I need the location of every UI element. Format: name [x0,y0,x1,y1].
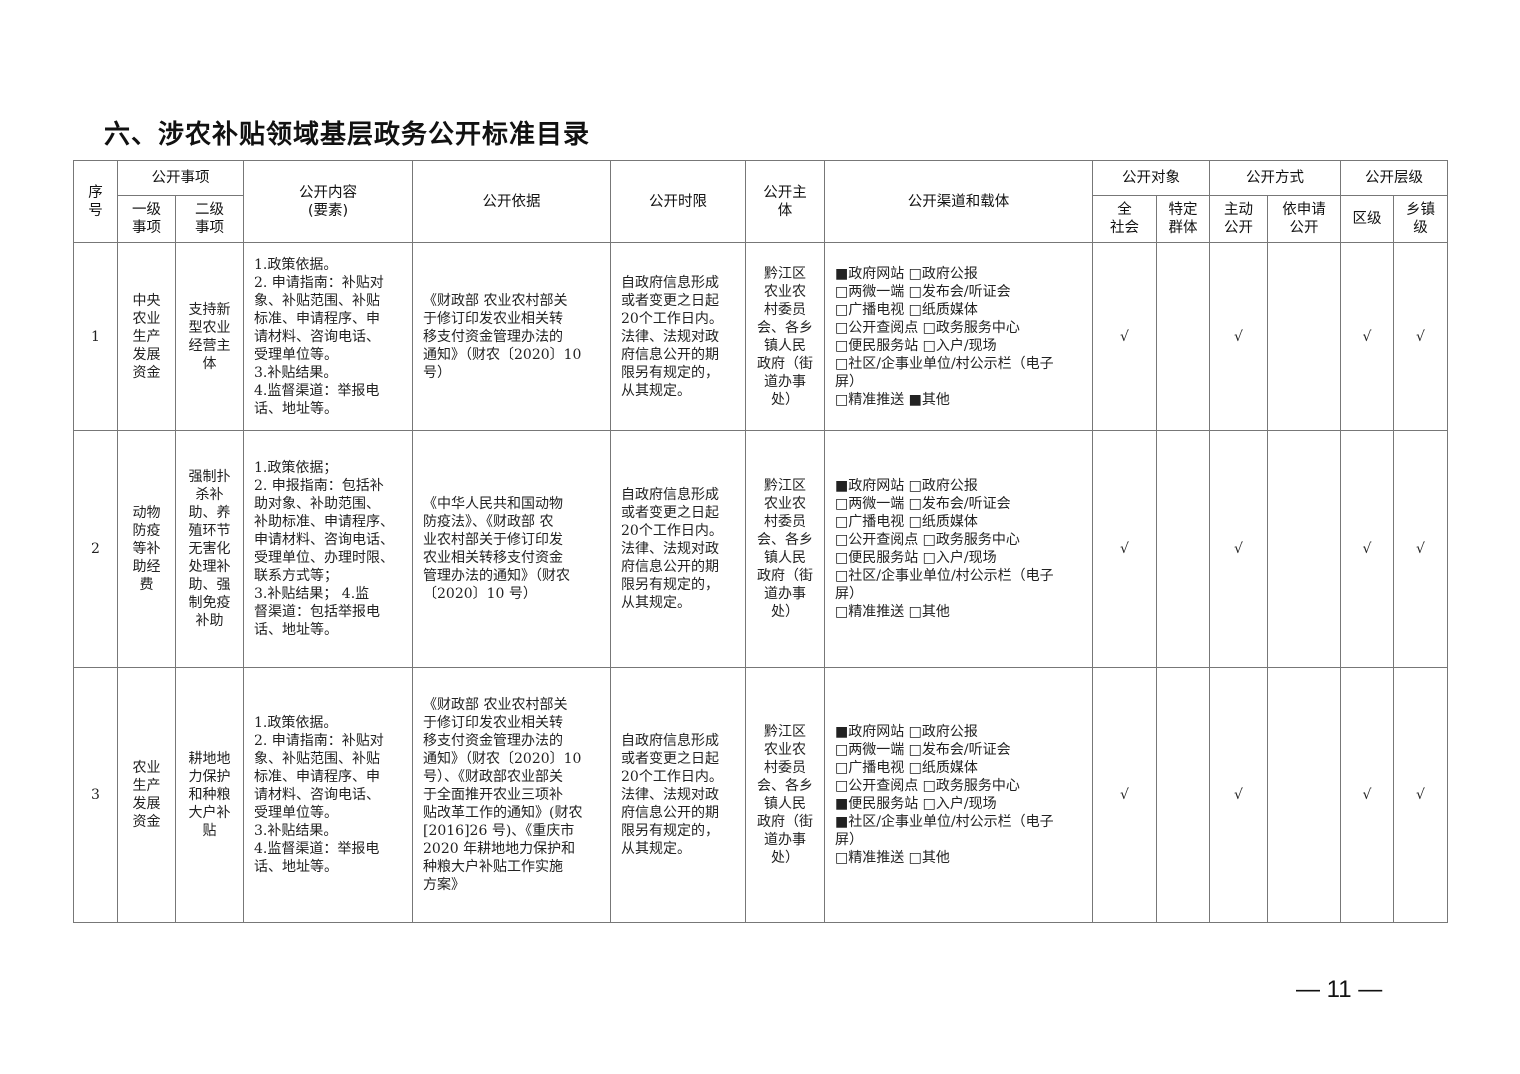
header-target: 公开对象 [1092,160,1210,196]
cell-apply [1267,242,1341,431]
cell-level2: 支持新 型农业 经营主 体 [175,242,244,431]
cell-seq: 2 [73,430,118,668]
header-all: 全 社会 [1092,195,1157,243]
cell-time: 自政府信息形成 或者变更之日起 20个工作日内。 法律、法规对政 府信息公开的期… [610,667,746,923]
cell-district: √ [1340,430,1394,668]
header-subject: 公开主 体 [745,160,825,243]
cell-active: √ [1209,430,1268,668]
cell-active: √ [1209,242,1268,431]
cell-specific [1156,430,1210,668]
cell-active: √ [1209,667,1268,923]
header-active: 主动 公开 [1209,195,1268,243]
cell-level2: 强制扑 杀补 助、养 殖环节 无害化 处理补 助、强 制免疫 补助 [175,430,244,668]
cell-basis: 《中华人民共和国动物 防疫法》、《财政部 农 业农村部关于修订印发 农业相关转移… [412,430,611,668]
header-matter: 公开事项 [117,160,244,196]
header-method: 公开方式 [1209,160,1341,196]
header-level: 公开层级 [1340,160,1448,196]
header-seq: 序 号 [73,160,118,243]
cell-channels: ■政府网站 □政府公报 □两微一端 □发布会/听证会 □广播电视 □纸质媒体 □… [824,667,1093,923]
cell-subject: 黔江区 农业农 村委员 会、各乡 镇人民 政府（街 道办事 处） [745,242,825,431]
cell-level2: 耕地地 力保护 和种粮 大户补 贴 [175,667,244,923]
cell-time: 自政府信息形成 或者变更之日起 20个工作日内。 法律、法规对政 府信息公开的期… [610,430,746,668]
page-number: — 11 — [1296,976,1383,1003]
page-title: 六、涉农补贴领域基层政务公开标准目录 [104,120,591,150]
header-district: 区级 [1340,195,1394,243]
header-time: 公开时限 [610,160,746,243]
table-row: 3 农业 生产 发展 资金 耕地地 力保护 和种粮 大户补 贴 1.政策依据。 … [73,667,1448,923]
cell-seq: 1 [73,242,118,431]
cell-seq: 3 [73,667,118,923]
header-level2: 二级 事项 [175,195,244,243]
header-apply: 依申请 公开 [1267,195,1341,243]
cell-content: 1.政策依据； 2. 申报指南：包括补 助对象、补助范围、 补助标准、申请程序、… [243,430,413,668]
cell-apply [1267,430,1341,668]
cell-specific [1156,667,1210,923]
cell-basis: 《财政部 农业农村部关 于修订印发农业相关转 移支付资金管理办法的 通知》（财农… [412,667,611,923]
header-level1: 一级 事项 [117,195,176,243]
cell-subject: 黔江区 农业农 村委员 会、各乡 镇人民 政府（街 道办事 处） [745,430,825,668]
cell-channels: ■政府网站 □政府公报 □两微一端 □发布会/听证会 □广播电视 □纸质媒体 □… [824,430,1093,668]
table-row: 2 动物 防疫 等补 助经 费 强制扑 杀补 助、养 殖环节 无害化 处理补 助… [73,430,1448,668]
cell-level1: 动物 防疫 等补 助经 费 [117,430,176,668]
cell-all: √ [1092,430,1157,668]
cell-content: 1.政策依据。 2. 申请指南：补贴对 象、补贴范围、补贴 标准、申请程序、申 … [243,242,413,431]
header-town: 乡镇 级 [1393,195,1448,243]
cell-town: √ [1393,242,1448,431]
table-row: 1 中央 农业 生产 发展 资金 支持新 型农业 经营主 体 1.政策依据。 2… [73,242,1448,431]
header-content: 公开内容 (要素) [243,160,413,243]
cell-all: √ [1092,667,1157,923]
cell-level1: 中央 农业 生产 发展 资金 [117,242,176,431]
cell-town: √ [1393,430,1448,668]
header-basis: 公开依据 [412,160,611,243]
cell-town: √ [1393,667,1448,923]
header-channels: 公开渠道和载体 [824,160,1093,243]
cell-level1: 农业 生产 发展 资金 [117,667,176,923]
cell-basis: 《财政部 农业农村部关 于修订印发农业相关转 移支付资金管理办法的 通知》（财农… [412,242,611,431]
cell-apply [1267,667,1341,923]
cell-district: √ [1340,242,1394,431]
disclosure-catalog-table: 序 号 公开事项 公开内容 (要素) 公开依据 公开时限 公开主 体 公开渠道和… [73,160,1448,923]
cell-channels: ■政府网站 □政府公报 □两微一端 □发布会/听证会 □广播电视 □纸质媒体 □… [824,242,1093,431]
cell-specific [1156,242,1210,431]
cell-district: √ [1340,667,1394,923]
cell-all: √ [1092,242,1157,431]
header-specific: 特定 群体 [1156,195,1210,243]
cell-content: 1.政策依据。 2. 申请指南：补贴对 象、补贴范围、补贴 标准、申请程序、申 … [243,667,413,923]
cell-subject: 黔江区 农业农 村委员 会、各乡 镇人民 政府（街 道办事 处） [745,667,825,923]
cell-time: 自政府信息形成 或者变更之日起 20个工作日内。 法律、法规对政 府信息公开的期… [610,242,746,431]
